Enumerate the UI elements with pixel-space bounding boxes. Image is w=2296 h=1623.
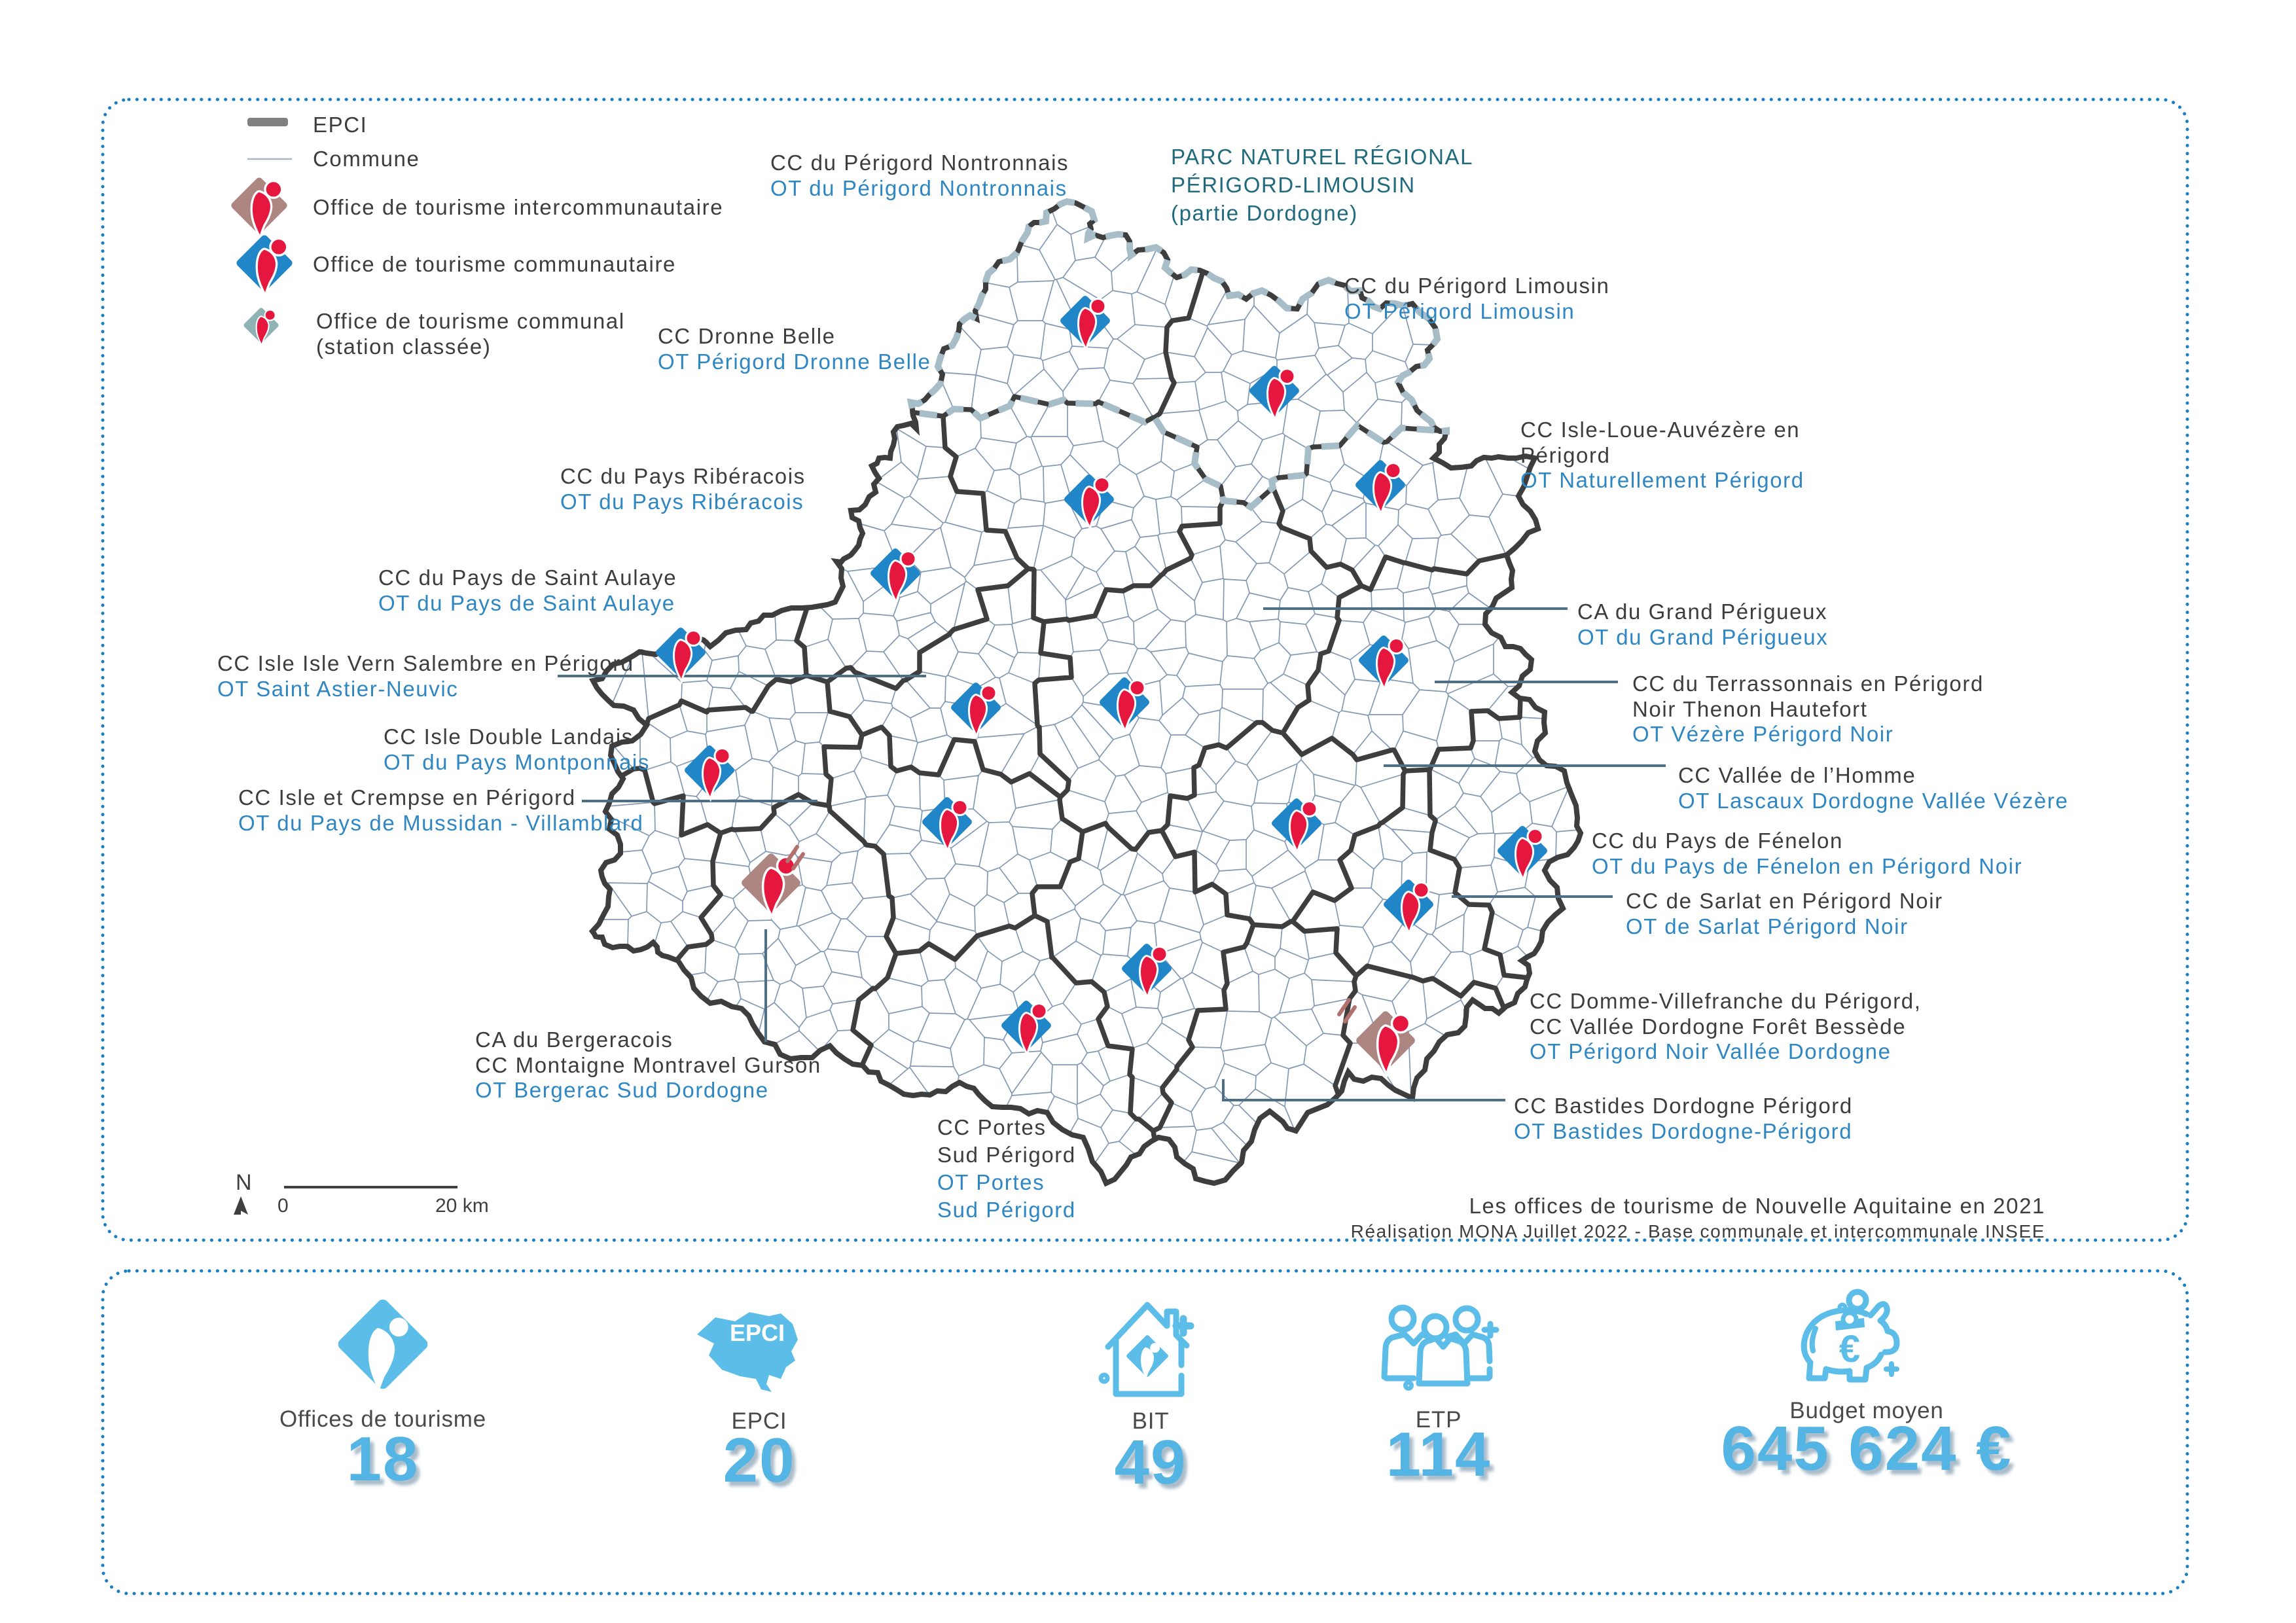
svg-text:N: N [236, 1170, 252, 1195]
svg-text:0: 0 [278, 1195, 289, 1217]
svg-text:20 km: 20 km [435, 1195, 489, 1217]
svg-text:EPCI: EPCI [730, 1319, 785, 1346]
svg-text:€: € [1839, 1328, 1860, 1370]
